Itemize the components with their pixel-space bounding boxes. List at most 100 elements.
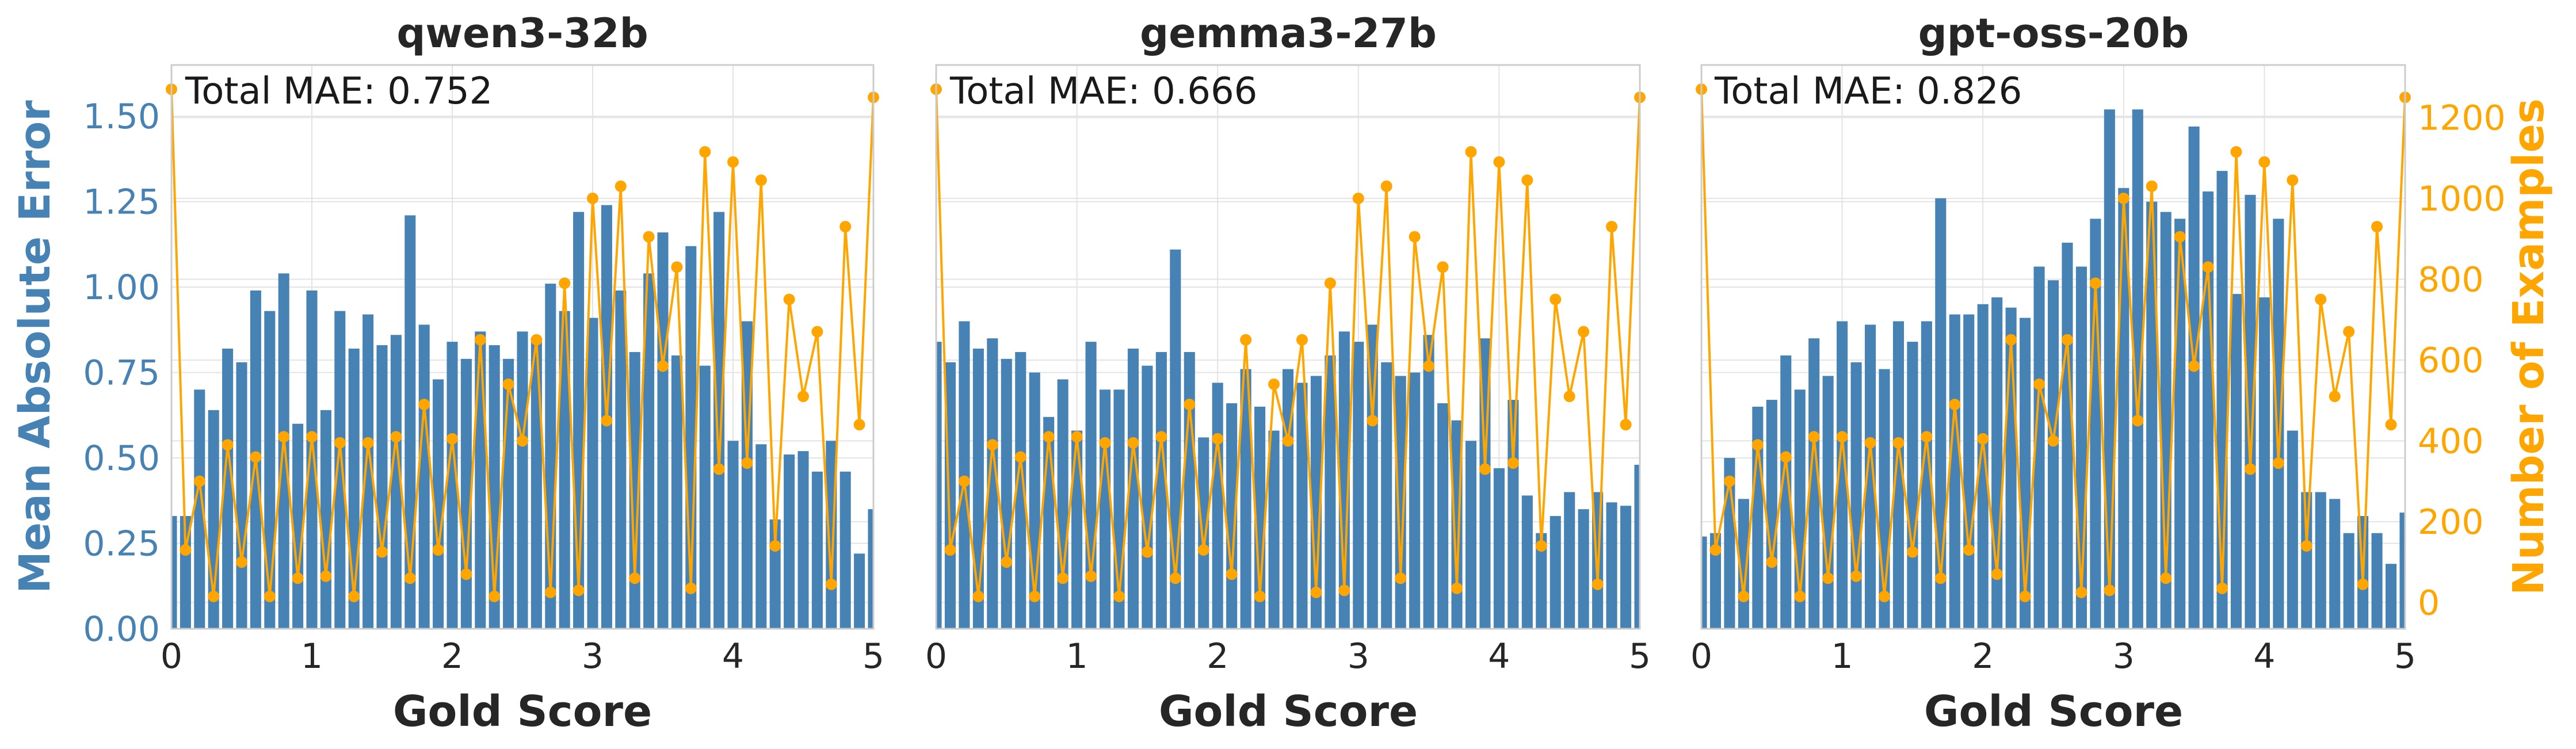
count-point xyxy=(236,556,247,568)
x-tick-label: 2 xyxy=(441,636,463,677)
mae-bar xyxy=(1907,342,1918,629)
count-point xyxy=(250,451,262,463)
x-tick-label: 0 xyxy=(1690,636,1712,677)
x-tick-label: 0 xyxy=(161,636,182,677)
mae-bar xyxy=(1709,533,1721,629)
count-point xyxy=(2089,277,2101,289)
mae-bar xyxy=(320,410,331,629)
mae-bar xyxy=(1127,348,1139,629)
mae-bar xyxy=(2245,194,2256,629)
count-point xyxy=(783,293,795,305)
count-point xyxy=(839,221,852,233)
count-point xyxy=(404,572,416,584)
mae-bar xyxy=(811,471,823,629)
mae-bar xyxy=(1015,351,1026,629)
mae-bar xyxy=(1057,379,1068,629)
count-point xyxy=(517,435,528,447)
mae-bar xyxy=(1521,495,1533,629)
count-point xyxy=(1563,391,1575,403)
count-point xyxy=(1367,415,1379,427)
count-point xyxy=(713,463,725,475)
count-point xyxy=(1338,584,1350,597)
mae-bar xyxy=(1184,351,1195,629)
mae-bar xyxy=(2343,533,2354,629)
count-point xyxy=(334,437,346,449)
count-point xyxy=(1001,556,1013,568)
mae-bar xyxy=(1620,506,1632,629)
mae-bar xyxy=(657,232,669,629)
mae-bar xyxy=(1850,362,1862,629)
count-point xyxy=(1991,568,2003,580)
mae-bar xyxy=(1578,509,1589,629)
count-point xyxy=(1550,293,1562,305)
mae-bar xyxy=(1423,335,1434,629)
mae-bar xyxy=(936,342,942,629)
mae-bar xyxy=(334,311,346,629)
count-point xyxy=(958,475,970,487)
count-point xyxy=(1822,572,1834,584)
x-tick-label: 2 xyxy=(1207,636,1228,677)
mae-bar xyxy=(2033,266,2045,629)
right-y-axis-label: Number of Examples xyxy=(2504,98,2554,595)
mae-bar xyxy=(433,379,444,629)
count-point xyxy=(489,590,501,602)
count-point xyxy=(306,431,318,443)
mae-bar xyxy=(2273,219,2284,629)
mae-bar xyxy=(171,516,177,629)
count-point xyxy=(559,277,571,289)
mae-bar xyxy=(1780,355,1792,629)
count-point xyxy=(180,544,192,556)
mae-bar xyxy=(839,471,851,629)
x-tick-label: 2 xyxy=(1972,636,1994,677)
count-point xyxy=(2230,146,2242,158)
left-y-tick-label: 1.50 xyxy=(83,97,160,137)
mae-bar xyxy=(671,355,682,629)
mae-bar xyxy=(475,331,486,629)
x-axis-label-1: Gold Score xyxy=(1159,687,1418,736)
x-tick-label: 4 xyxy=(722,636,744,677)
mae-bar xyxy=(2287,430,2298,629)
panel-title-2: gpt-oss-20b xyxy=(1918,10,2189,57)
count-point xyxy=(2104,584,2116,597)
plot-frame xyxy=(1700,64,2406,630)
count-point xyxy=(1808,431,1820,443)
mae-bar xyxy=(292,423,304,629)
mae-bar xyxy=(390,335,402,629)
mae-bar xyxy=(2062,242,2073,629)
count-point xyxy=(1535,540,1547,552)
mae-bar xyxy=(1310,376,1322,629)
mae-bar xyxy=(1254,406,1266,629)
count-point xyxy=(1507,457,1519,469)
count-point xyxy=(573,584,585,597)
count-point xyxy=(1240,334,1252,346)
count-point xyxy=(2272,457,2284,469)
right-y-tick-label: 800 xyxy=(2418,259,2484,300)
right-y-tick-label: 600 xyxy=(2418,341,2484,381)
count-point xyxy=(1197,544,1209,556)
count-point xyxy=(1127,437,1139,449)
count-point xyxy=(1592,578,1604,590)
mae-bar xyxy=(2104,109,2115,629)
count-point xyxy=(2357,578,2369,590)
count-point xyxy=(601,415,613,427)
count-point xyxy=(193,475,205,487)
mae-bar xyxy=(1409,372,1421,629)
count-point xyxy=(643,231,655,243)
mae-bar xyxy=(306,291,318,629)
count-point xyxy=(1029,590,1041,602)
mae-bar xyxy=(1921,321,1932,629)
count-point xyxy=(2343,326,2355,338)
x-tick-label: 5 xyxy=(2394,636,2416,677)
x-tick-label: 3 xyxy=(2113,636,2135,677)
count-point xyxy=(2371,221,2383,233)
count-point xyxy=(769,540,781,552)
count-point xyxy=(460,568,472,580)
count-point xyxy=(1921,431,1933,443)
mae-bar xyxy=(531,342,542,629)
mae-bar xyxy=(727,441,739,629)
mae-bar xyxy=(1935,198,1947,629)
count-point xyxy=(2146,180,2158,192)
count-point xyxy=(1254,590,1266,602)
x-axis-label-2: Gold Score xyxy=(1924,687,2183,736)
mae-bar xyxy=(1296,383,1308,629)
